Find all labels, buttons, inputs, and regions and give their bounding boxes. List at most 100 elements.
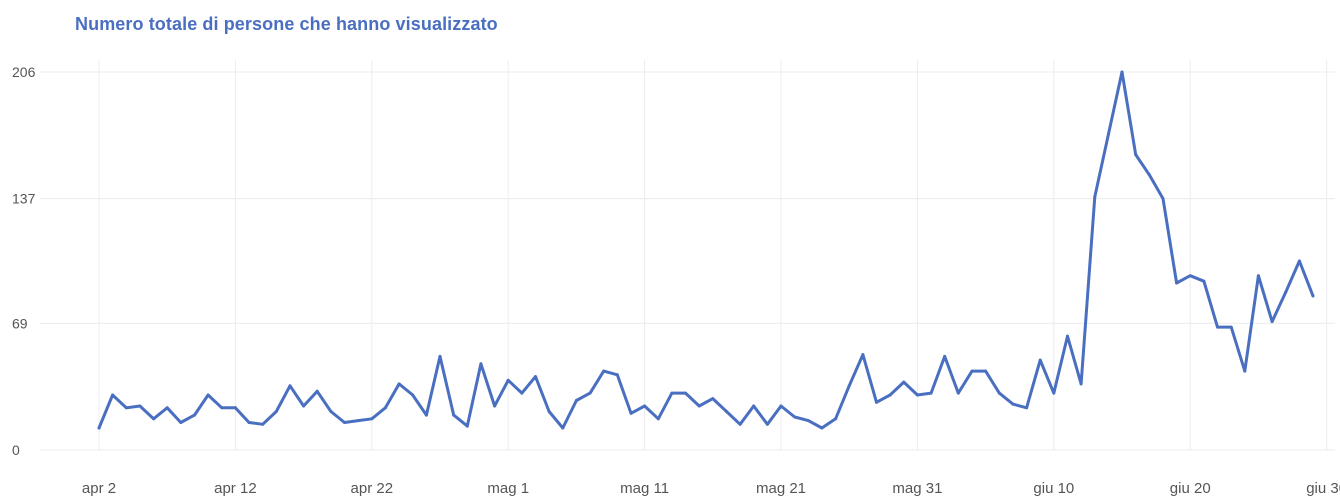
data-point (779, 404, 783, 408)
data-point (929, 391, 933, 395)
data-point (302, 404, 306, 408)
data-point (1106, 132, 1110, 136)
data-point (1079, 382, 1083, 386)
data-point (1147, 173, 1151, 177)
data-point (370, 417, 374, 421)
data-point (288, 384, 292, 388)
data-point (602, 369, 606, 373)
data-point (1202, 279, 1206, 283)
x-tick-label: apr 2 (82, 480, 116, 497)
data-point (1175, 281, 1179, 285)
y-axis-ticks: 0 69 137 206 (12, 64, 36, 458)
data-point (1161, 197, 1165, 201)
data-point (902, 380, 906, 384)
data-point (97, 426, 101, 430)
data-point (315, 389, 319, 393)
x-tick-label: giu 30 (1306, 480, 1340, 497)
data-point (615, 373, 619, 377)
x-axis-ticks: apr 2 apr 12 apr 22 mag 1 mag 11 mag 21 mag 31… (82, 480, 1340, 497)
x-tick-label: apr 22 (351, 480, 394, 497)
x-tick-label: giu 20 (1170, 480, 1211, 497)
data-point (1297, 259, 1301, 263)
data-point (438, 354, 442, 358)
data-point (179, 421, 183, 424)
data-point (1066, 334, 1069, 338)
data-point (547, 410, 551, 413)
data-point (520, 391, 524, 395)
chart-title: Numero totale di persone che hanno visua… (75, 14, 498, 34)
data-point (997, 391, 1001, 395)
data-point (1093, 195, 1097, 199)
data-point (656, 417, 660, 421)
data-point (738, 422, 742, 426)
data-point (793, 415, 797, 419)
data-point (943, 354, 947, 358)
data-point (534, 375, 537, 379)
data-point (956, 391, 960, 395)
data-point (452, 413, 456, 417)
data-point (329, 410, 333, 413)
data-point (670, 391, 674, 395)
data-point (861, 353, 865, 357)
data-point (220, 406, 224, 410)
data-point (970, 369, 974, 373)
data-point (1229, 325, 1233, 329)
x-tick-label: mag 31 (892, 480, 942, 497)
data-point (1120, 70, 1124, 74)
y-tick-label: 206 (12, 64, 36, 80)
data-point (493, 404, 497, 408)
x-tick-label: apr 12 (214, 480, 257, 497)
data-point (479, 362, 483, 366)
data-point (915, 393, 919, 397)
data-point (206, 393, 210, 397)
data-point (465, 424, 469, 428)
data-point (1216, 325, 1219, 329)
data-point (697, 404, 701, 408)
data-point (847, 384, 851, 388)
y-tick-label: 69 (12, 315, 28, 331)
data-point (274, 410, 278, 413)
data-point (124, 406, 128, 410)
data-point (820, 426, 824, 430)
series-line (97, 70, 1315, 430)
data-point (765, 422, 769, 426)
data-point (684, 391, 687, 395)
data-point (152, 417, 156, 421)
data-point (574, 399, 578, 402)
data-point (424, 413, 428, 417)
data-point (1025, 406, 1029, 410)
data-point (1256, 274, 1260, 278)
data-point (343, 421, 346, 424)
data-point (629, 411, 633, 415)
x-tick-label: mag 11 (620, 480, 669, 497)
data-point (261, 422, 265, 426)
data-point (711, 397, 715, 401)
y-tick-label: 0 (12, 442, 20, 458)
data-point (725, 410, 728, 413)
data-point (1052, 391, 1056, 395)
data-point (411, 393, 415, 397)
x-tick-label: giu 10 (1033, 480, 1074, 497)
data-point (1134, 153, 1138, 157)
data-point (752, 404, 756, 408)
data-point (1284, 290, 1288, 294)
data-point (561, 426, 565, 430)
data-point (247, 421, 251, 424)
data-point (1011, 402, 1015, 406)
data-point (834, 417, 838, 421)
data-point (397, 382, 401, 386)
x-tick-label: mag 1 (487, 480, 529, 497)
data-point (356, 419, 360, 423)
data-point (875, 400, 878, 404)
data-point (1311, 294, 1315, 298)
x-tick-label: mag 21 (756, 480, 806, 497)
data-point (193, 413, 196, 417)
data-point (1188, 274, 1192, 278)
data-point (1270, 320, 1274, 324)
data-point (1243, 369, 1247, 373)
data-point (138, 404, 142, 408)
series-layer (97, 70, 1315, 430)
data-point (888, 393, 892, 397)
data-point (984, 369, 988, 373)
